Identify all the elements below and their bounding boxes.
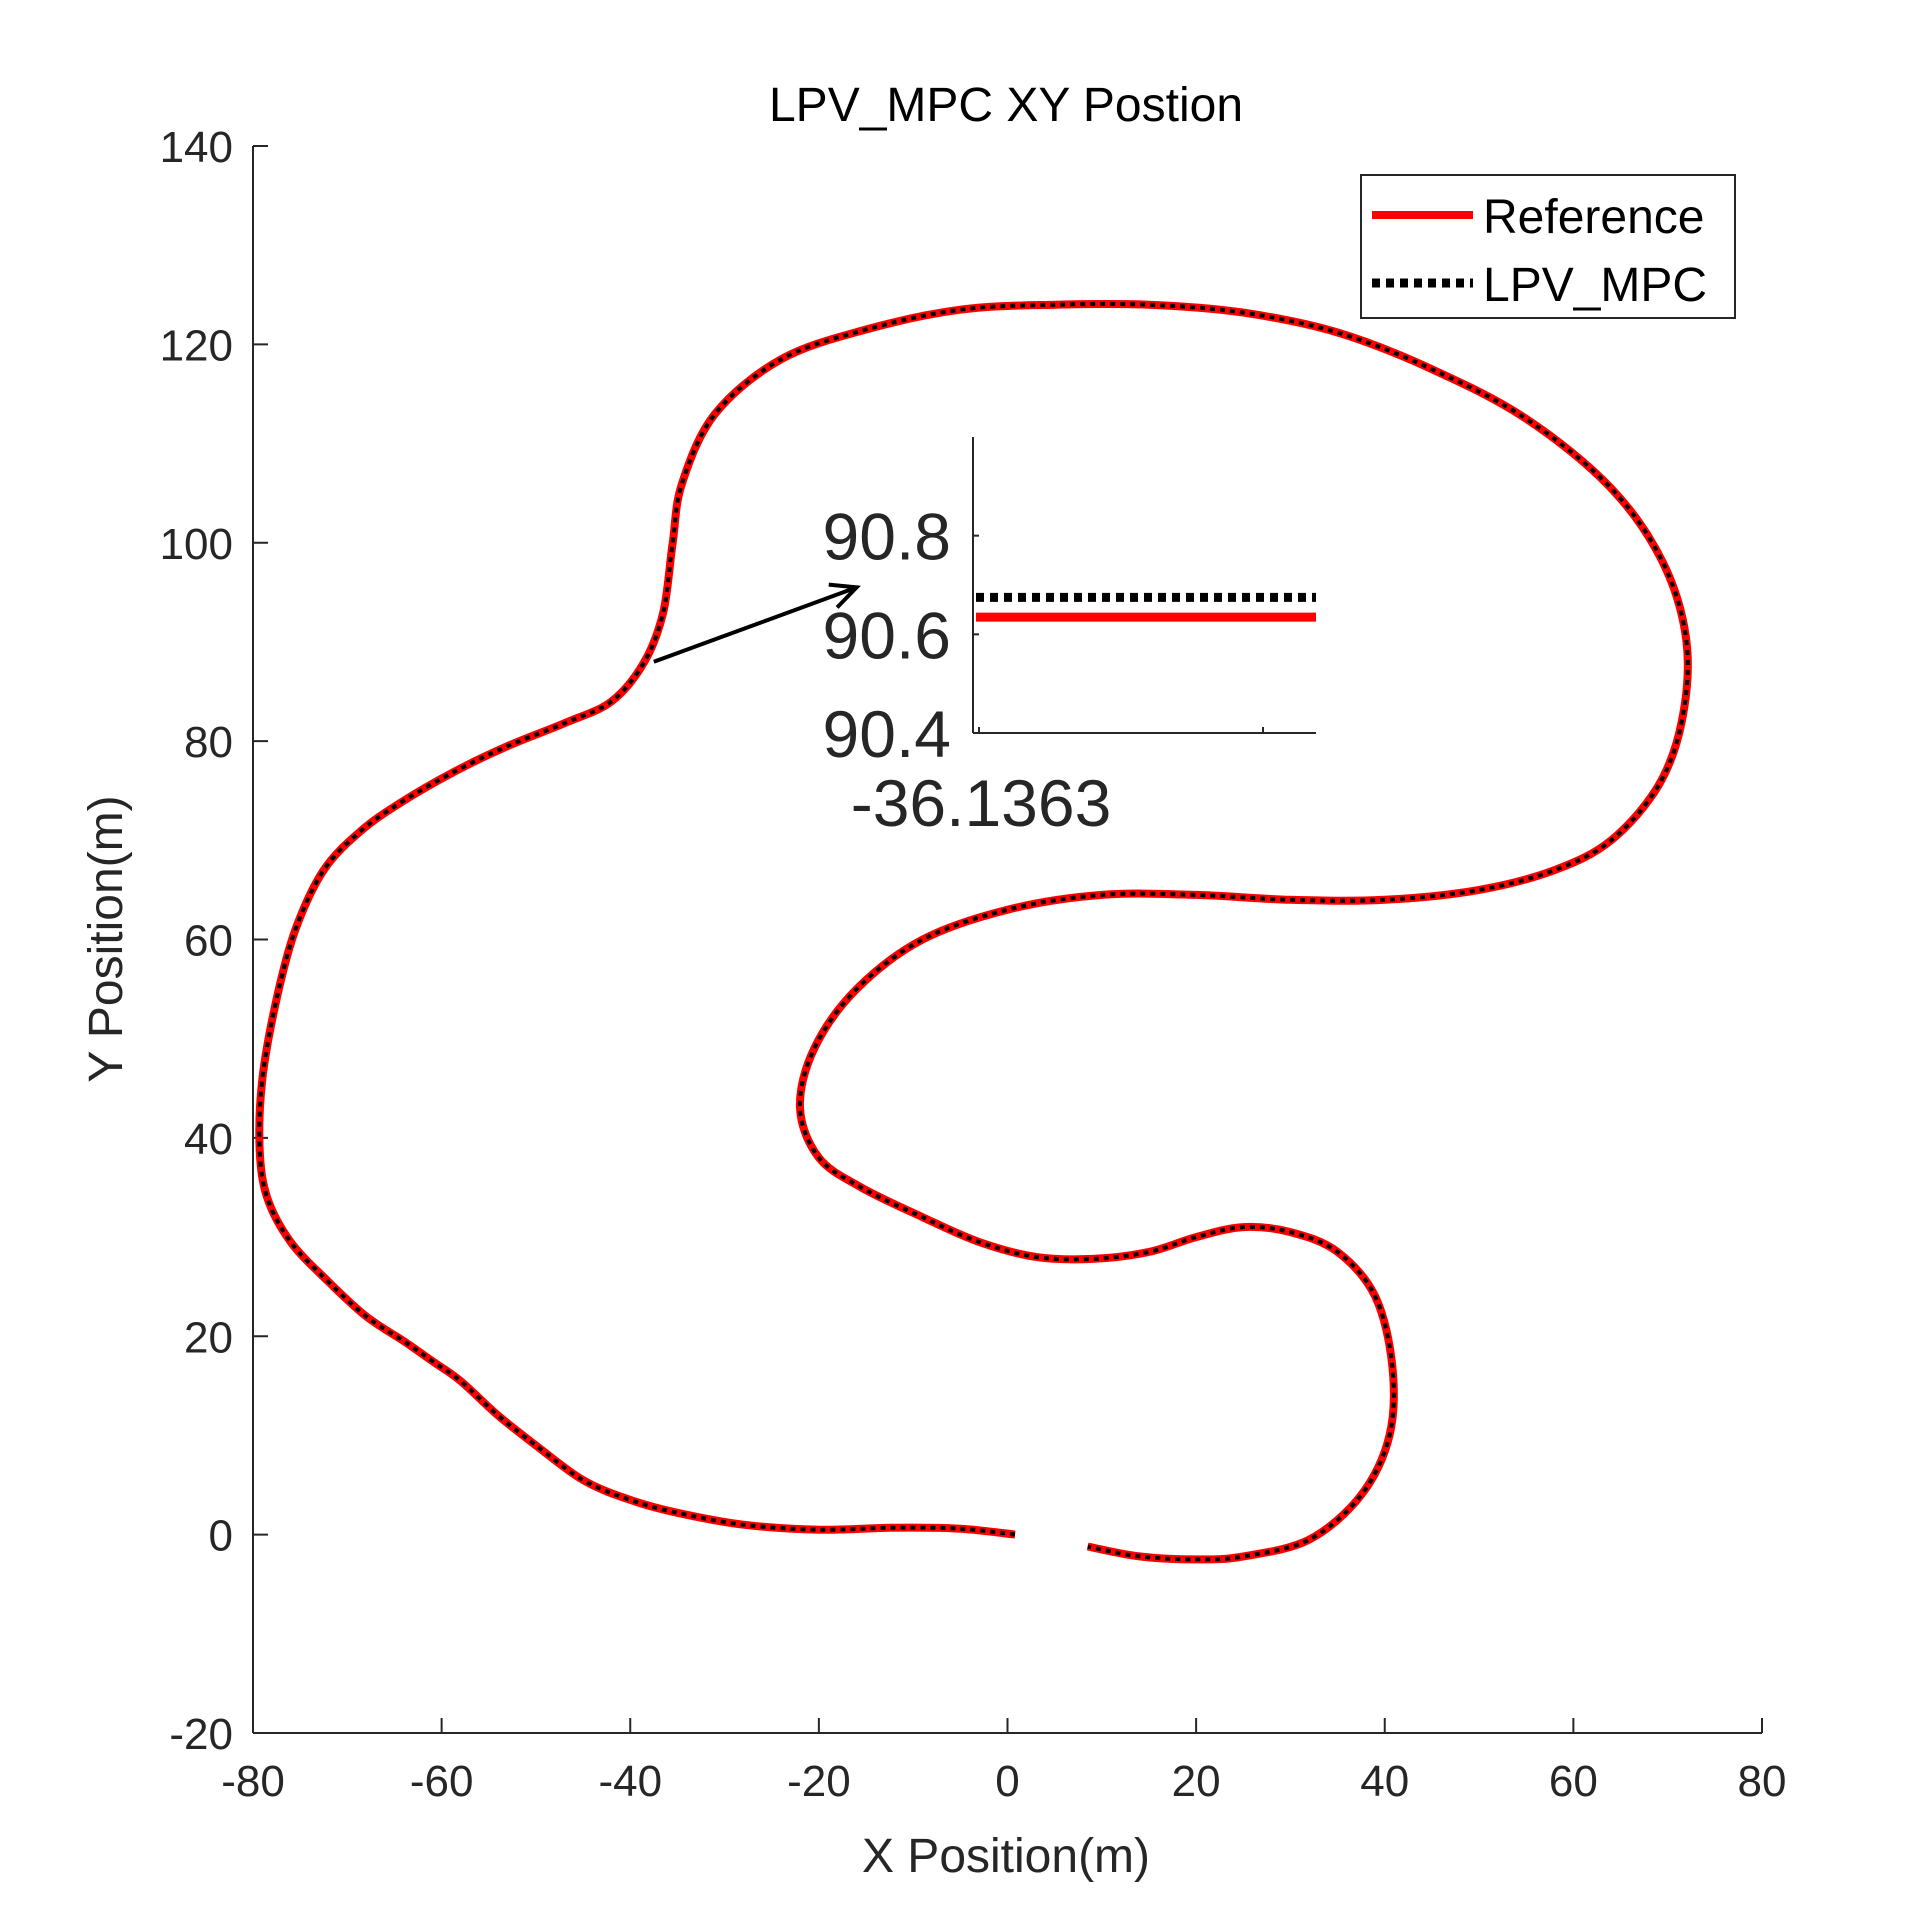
- arrow-shaft: [653, 585, 858, 664]
- inset-zoom-plot: 90.4 90.6 90.8 -36.1363: [823, 437, 1316, 840]
- arrow-head: [828, 582, 861, 609]
- inset-y-tick-label: 90.8: [823, 500, 951, 574]
- x-tick-label: 0: [995, 1757, 1019, 1806]
- x-tick-label: 60: [1549, 1757, 1598, 1806]
- inset-y-tick-label: 90.6: [823, 598, 951, 672]
- y-tick-label: 100: [160, 520, 233, 569]
- y-tick-label: 140: [160, 123, 233, 172]
- y-ticks: -20 0 20 40 60 80 100 120 140: [160, 123, 268, 1759]
- y-tick-label: 0: [209, 1512, 233, 1561]
- x-ticks: -80 -60 -40 -20 0 20 40 60 80: [221, 1718, 1786, 1806]
- x-tick-label: -20: [787, 1757, 851, 1806]
- inset-x-tick-label: -36.1363: [851, 766, 1112, 840]
- y-axis-label: Y Position(m): [80, 795, 133, 1082]
- y-tick-label: -20: [169, 1710, 233, 1759]
- y-tick-label: 80: [184, 718, 233, 767]
- legend-box: [1360, 174, 1736, 319]
- x-tick-label: 40: [1360, 1757, 1409, 1806]
- legend-lpv-mpc-label: LPV_MPC: [1483, 259, 1707, 312]
- y-tick-label: 40: [184, 1115, 233, 1164]
- x-tick-label: 20: [1172, 1757, 1221, 1806]
- inset-y-ticks: 90.4 90.6 90.8: [823, 500, 979, 771]
- legend: Reference LPV_MPC: [1360, 174, 1736, 319]
- zoom-annotation-arrow: [653, 582, 861, 664]
- chart-title: LPV_MPC XY Postion: [769, 79, 1243, 132]
- y-tick-label: 120: [160, 321, 233, 370]
- x-tick-label: -80: [221, 1757, 285, 1806]
- y-tick-label: 60: [184, 917, 233, 966]
- x-tick-label: -40: [598, 1757, 662, 1806]
- x-tick-label: 80: [1738, 1757, 1787, 1806]
- y-tick-label: 20: [184, 1313, 233, 1362]
- inset-series-layer: [976, 592, 1316, 622]
- series-lpv-mpc-line: [257, 301, 1690, 1562]
- x-axis-label: X Position(m): [862, 1830, 1150, 1883]
- x-tick-label: -60: [410, 1757, 474, 1806]
- inset-y-tick-label: 90.4: [823, 697, 951, 771]
- legend-reference-label: Reference: [1483, 191, 1704, 244]
- series-layer: [255, 299, 1692, 1564]
